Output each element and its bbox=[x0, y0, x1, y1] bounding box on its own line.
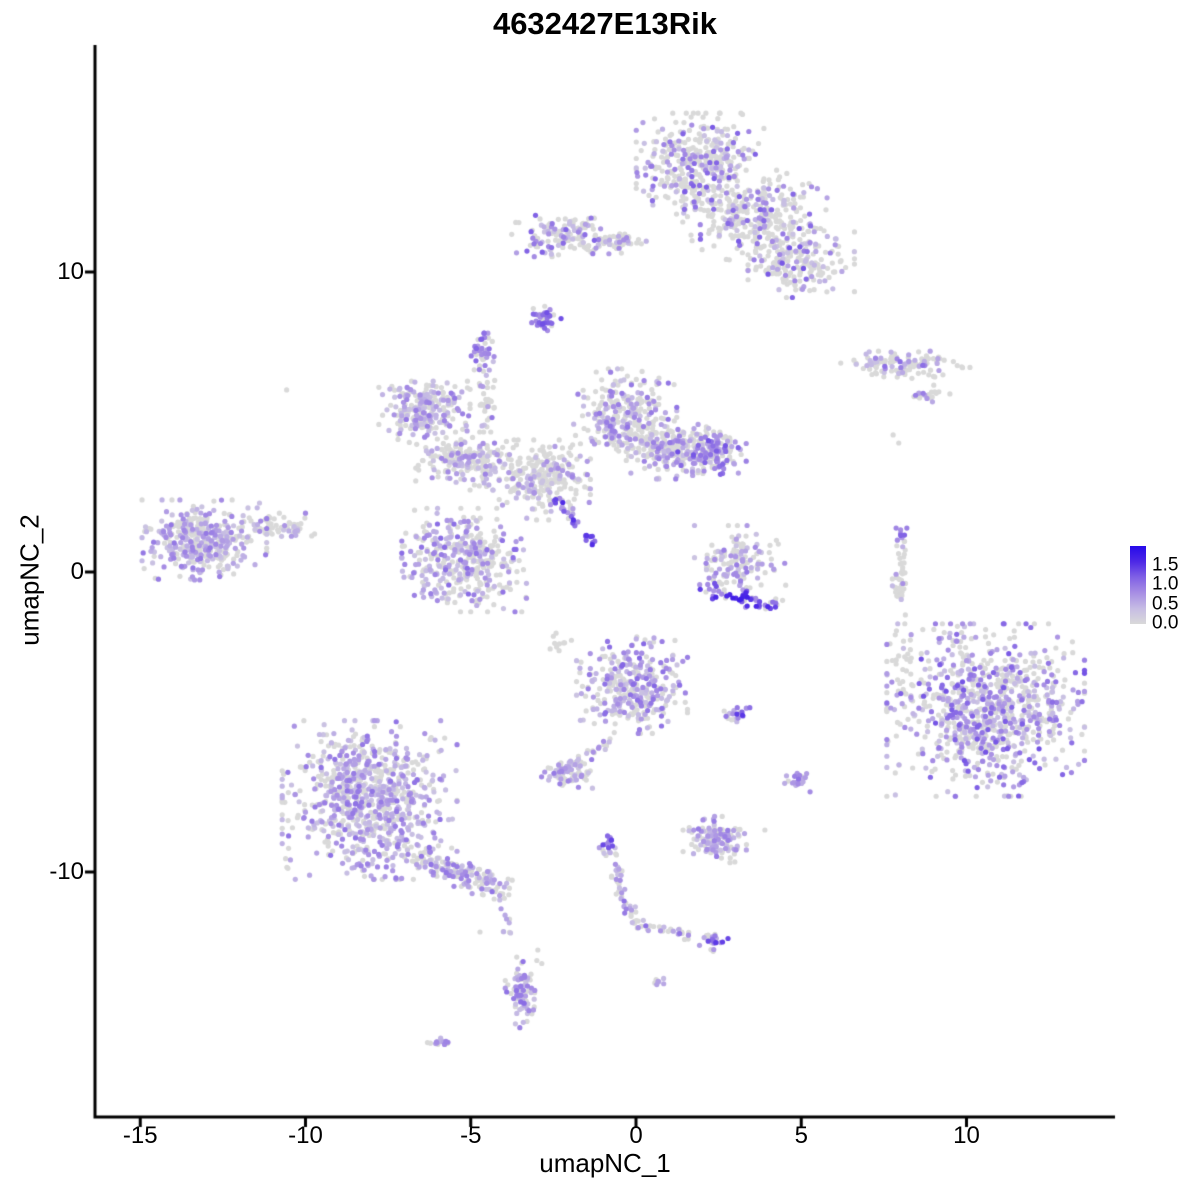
legend-tick-label: 0.5 bbox=[1152, 593, 1179, 615]
legend-tick-label: 0.0 bbox=[1152, 612, 1179, 634]
x-tick-label: -10 bbox=[288, 1122, 323, 1149]
x-tick-label: 0 bbox=[629, 1122, 643, 1149]
expression-colorbar-legend: 1.5 1.0 0.5 0.0 bbox=[1128, 544, 1198, 634]
legend-tick-label: 1.0 bbox=[1152, 573, 1179, 595]
legend-tick-label: 1.5 bbox=[1152, 554, 1179, 576]
plot-title: 4632427E13Rik bbox=[492, 6, 718, 41]
x-tick-label: -15 bbox=[122, 1122, 158, 1149]
x-tick-label: 10 bbox=[953, 1122, 980, 1149]
y-tick-label: 0 bbox=[70, 558, 84, 585]
x-tick-label: 5 bbox=[794, 1122, 808, 1149]
x-tick-label: -5 bbox=[460, 1122, 482, 1149]
x-axis-title: umapNC_1 bbox=[539, 1148, 671, 1178]
y-tick-label: 10 bbox=[57, 258, 84, 285]
y-tick-label: -10 bbox=[49, 858, 84, 885]
colorbar-gradient bbox=[1130, 546, 1146, 624]
